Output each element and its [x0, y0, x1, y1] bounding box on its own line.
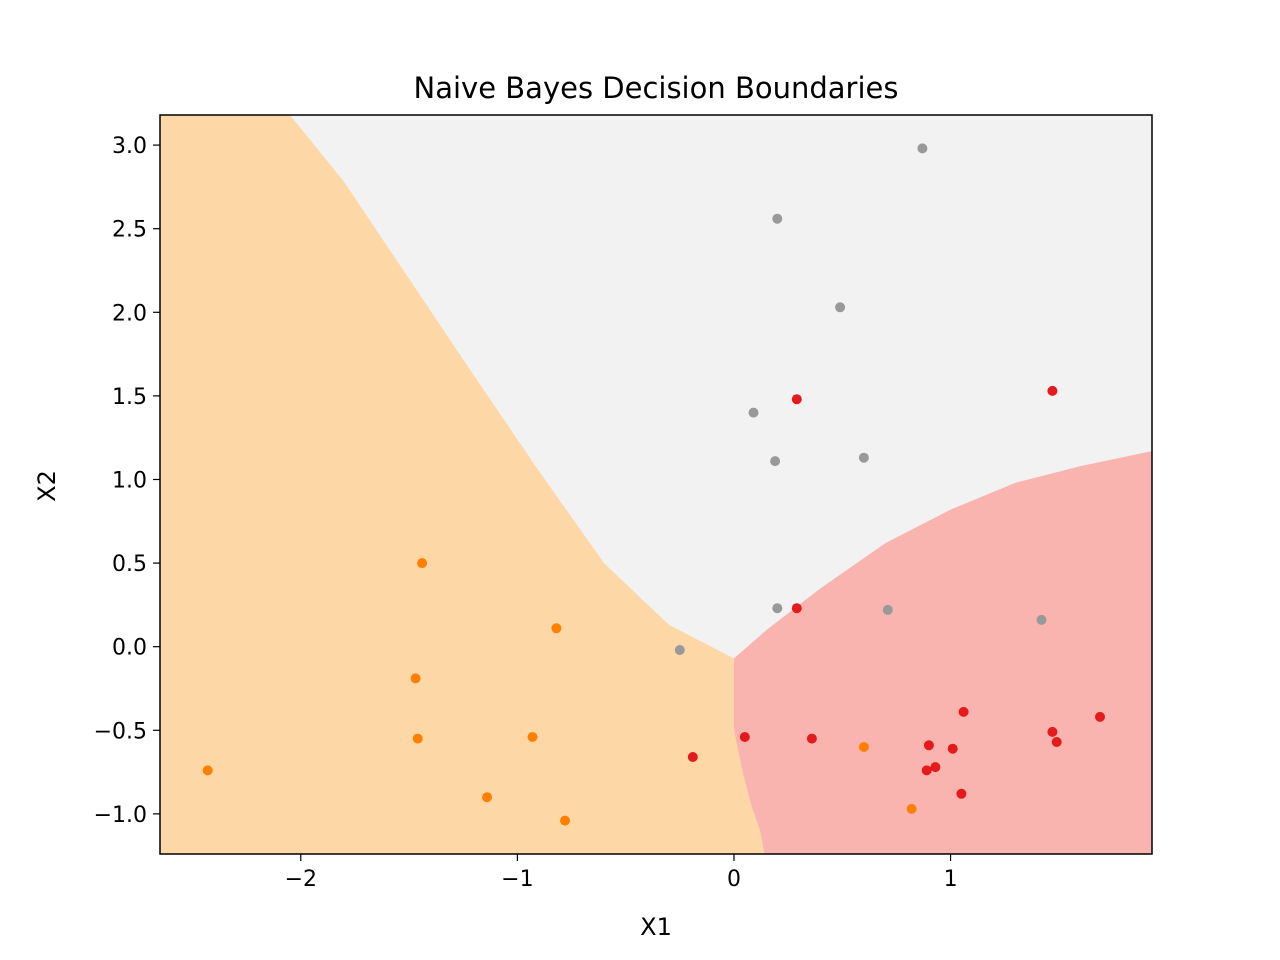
region-orange [160, 115, 765, 854]
point-0-3 [748, 407, 759, 418]
point-2-12 [930, 762, 941, 773]
point-0-6 [772, 603, 783, 614]
region-red [734, 451, 1152, 854]
y-tick-label: 0.5 [112, 552, 147, 577]
point-1-6 [482, 792, 493, 803]
y-tick-label: 3.0 [112, 134, 147, 159]
y-axis-label: X2 [33, 470, 61, 502]
point-0-1 [772, 213, 783, 224]
x-tick-label: 1 [944, 867, 958, 892]
point-2-1 [791, 394, 802, 405]
point-2-3 [687, 752, 698, 762]
point-1-8 [858, 742, 869, 752]
y-tick-label: 0.0 [112, 636, 147, 661]
point-0-7 [882, 604, 893, 615]
point-0-4 [770, 456, 781, 467]
point-2-5 [806, 733, 817, 744]
chart-title: Naive Bayes Decision Boundaries [414, 71, 899, 105]
point-0-5 [858, 452, 869, 463]
y-tick-label: 2.5 [112, 218, 147, 243]
point-2-9 [1051, 737, 1062, 747]
point-2-13 [921, 765, 932, 776]
point-0-2 [835, 302, 846, 313]
point-2-11 [947, 743, 958, 754]
point-1-0 [417, 558, 428, 569]
point-2-2 [791, 603, 802, 614]
point-2-0 [1047, 385, 1058, 396]
y-tick-label: 1.5 [112, 385, 147, 410]
point-1-7 [560, 815, 570, 826]
point-1-9 [906, 803, 917, 814]
x-tick-label: 0 [727, 867, 741, 892]
point-0-0 [917, 143, 928, 154]
point-1-5 [202, 765, 213, 776]
point-1-3 [412, 733, 423, 744]
y-tick-label: 2.0 [112, 301, 147, 326]
point-2-6 [958, 706, 969, 717]
y-axis-ticks: −1.0 −0.5 0.0 0.5 1.0 1.5 2.0 2.5 3.0 [94, 134, 160, 828]
y-tick-label: −1.0 [94, 803, 147, 828]
y-tick-label: 1.0 [112, 468, 147, 493]
point-2-10 [923, 740, 934, 751]
point-1-2 [410, 673, 421, 684]
point-2-7 [1095, 711, 1105, 722]
x-tick-label: −1 [501, 867, 533, 892]
x-axis-label: X1 [640, 913, 672, 941]
point-2-8 [1047, 726, 1058, 737]
plot-area [159, 114, 1153, 855]
point-1-4 [527, 732, 538, 742]
point-2-14 [956, 788, 967, 799]
x-axis-ticks: −2 −1 0 1 [285, 854, 958, 892]
point-0-8 [1036, 614, 1047, 625]
point-0-9 [674, 645, 685, 655]
y-tick-label: −0.5 [94, 719, 147, 744]
point-2-4 [739, 732, 750, 742]
x-tick-label: −2 [285, 867, 317, 892]
point-1-1 [551, 623, 562, 634]
plot-frame [159, 114, 1153, 855]
